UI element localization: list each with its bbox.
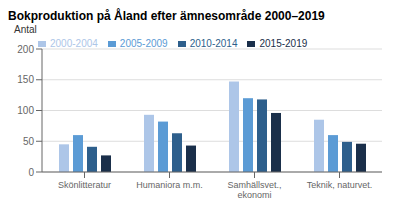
svg-text:50: 50 xyxy=(23,136,35,147)
svg-text:150: 150 xyxy=(17,74,34,85)
svg-text:Samhällsvet.,ekonomi: Samhällsvet.,ekonomi xyxy=(227,180,281,200)
svg-text:Humaniora m.m.: Humaniora m.m. xyxy=(136,180,203,190)
html-text:2000-2004: 2000-2004 xyxy=(50,38,98,49)
html-text:2015-2019: 2015-2019 xyxy=(259,38,308,49)
svg-text:Teknik, naturvet.: Teknik, naturvet. xyxy=(307,180,373,190)
svg-text:Skönlitteratur: Skönlitteratur xyxy=(58,180,111,190)
svg-text:200: 200 xyxy=(17,44,34,55)
svg-text:0: 0 xyxy=(28,167,34,178)
html-text:Antal: Antal xyxy=(14,24,37,35)
svg-text:100: 100 xyxy=(17,105,34,116)
html-text:2005-2009: 2005-2009 xyxy=(119,38,168,49)
html-text:Bokproduktion på Åland efter ä: Bokproduktion på Åland efter ämnesområde… xyxy=(8,9,325,23)
html-text:2010-2014: 2010-2014 xyxy=(189,38,238,49)
